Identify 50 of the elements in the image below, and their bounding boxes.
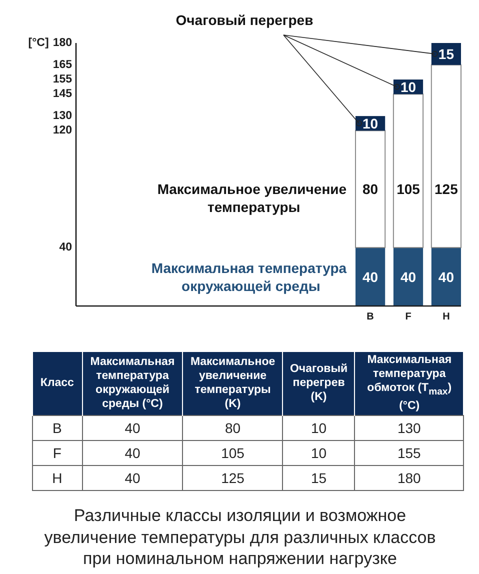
category-label: B: [32, 415, 82, 440]
data-label: 40: [82, 440, 183, 465]
data-label: 40: [82, 465, 183, 490]
text: 120: [52, 124, 72, 137]
series-label: Максимальное увеличение температуры: [157, 181, 347, 216]
data-label: 10: [400, 78, 416, 95]
data-label: 130: [354, 415, 464, 440]
data-label: 105: [396, 181, 420, 198]
x-tick-label: H: [442, 312, 450, 322]
series-label: Максимальная температура окружающей среды: [151, 260, 347, 294]
bar: [355, 130, 386, 248]
data-label: 10: [362, 115, 378, 132]
text: Максимальная температура окружающей среды (°C): [82, 352, 183, 415]
data-label: 155: [354, 440, 464, 465]
category-label: H: [32, 465, 82, 490]
data-label: 15: [282, 465, 355, 490]
x-tick-label: F: [405, 312, 412, 322]
data-label: 180: [354, 465, 464, 490]
data-label: 15: [438, 46, 454, 62]
category-label: F: [32, 440, 82, 465]
bar: [392, 94, 424, 248]
bar: [431, 248, 461, 306]
data-label: 125: [182, 465, 283, 490]
y-axis-title: [°C]: [28, 37, 49, 49]
text: Класс: [32, 352, 82, 415]
data-label: 40: [82, 415, 183, 440]
text: Максимальная температура обмоток (T$_{max}$) (°C): [367, 354, 452, 412]
text: 180: [52, 37, 72, 49]
text: 165: [52, 58, 73, 71]
x-tick-label: B: [366, 312, 374, 322]
bar: [430, 64, 462, 248]
data-label: 40: [438, 268, 454, 285]
data-label: 40: [400, 268, 416, 285]
text: 155: [52, 74, 73, 86]
data-label: 80: [182, 415, 283, 440]
data-label: 40: [362, 268, 378, 285]
data-label: 10: [282, 415, 355, 440]
text: 130: [52, 110, 72, 122]
text: 145: [52, 88, 73, 100]
data-label: 10: [282, 440, 355, 465]
bar: [393, 248, 424, 306]
text: Максимальное увеличение температуры (K): [182, 352, 283, 415]
text: 40: [59, 242, 72, 254]
bar: [356, 248, 386, 306]
text: Очаговый перегрев: [176, 12, 314, 28]
data-label: 125: [434, 181, 458, 198]
text: Очаговый перегрев (K): [282, 352, 355, 415]
data-label: 80: [362, 181, 378, 198]
text: Различные классы изоляции и возможное увеличение температуры для различных классов при номинальном напряжении нагрузке: [43, 505, 437, 570]
data-label: 105: [182, 440, 283, 465]
